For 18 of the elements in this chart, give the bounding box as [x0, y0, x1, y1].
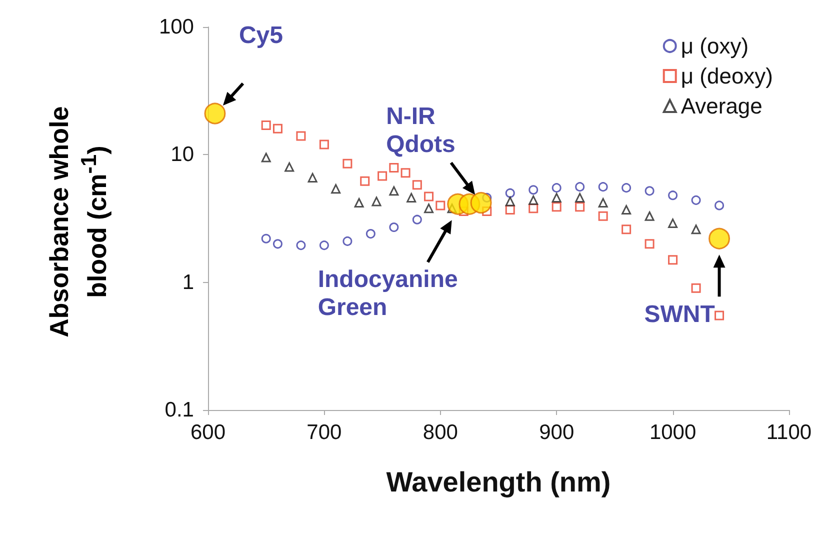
y-tick-label: 1 [182, 270, 194, 294]
annotation: Cy5 [238, 22, 284, 50]
x-tick-label: 600 [190, 421, 226, 444]
legend-label: Average [680, 94, 762, 118]
legend-label: μ (oxy) [680, 34, 749, 58]
x-tick-label: 800 [422, 421, 458, 444]
annotation: N-IR Qdots [386, 102, 456, 159]
x-tick-label: 700 [306, 421, 342, 444]
legend-label: μ (deoxy) [680, 64, 774, 88]
x-axis-title: Wavelength (nm) [386, 466, 611, 498]
y-tick-label: 100 [158, 16, 194, 38]
x-tick-label: 1000 [649, 421, 696, 444]
x-tick-label: 1100 [766, 421, 812, 444]
annotation: Indocyanine Green [318, 266, 459, 322]
annotation: SWNT [644, 300, 716, 329]
x-tick-label: 900 [539, 421, 574, 444]
y-tick-label: 0.1 [164, 398, 194, 422]
y-tick-label: 10 [170, 143, 194, 166]
